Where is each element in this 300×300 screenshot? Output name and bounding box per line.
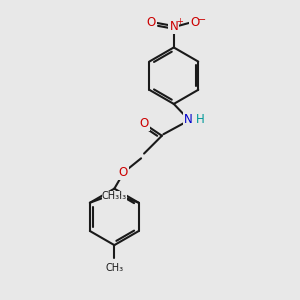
Text: O: O — [118, 166, 128, 179]
Text: CH₃: CH₃ — [102, 191, 120, 201]
Text: O: O — [190, 16, 199, 29]
Text: O: O — [140, 117, 149, 130]
Text: CH₃: CH₃ — [109, 191, 127, 201]
Text: N: N — [169, 20, 178, 33]
Text: +: + — [176, 17, 183, 26]
Text: N: N — [184, 113, 193, 126]
Text: CH₃: CH₃ — [105, 263, 123, 273]
Text: −: − — [198, 14, 206, 25]
Text: O: O — [147, 16, 156, 29]
Text: H: H — [196, 113, 205, 127]
